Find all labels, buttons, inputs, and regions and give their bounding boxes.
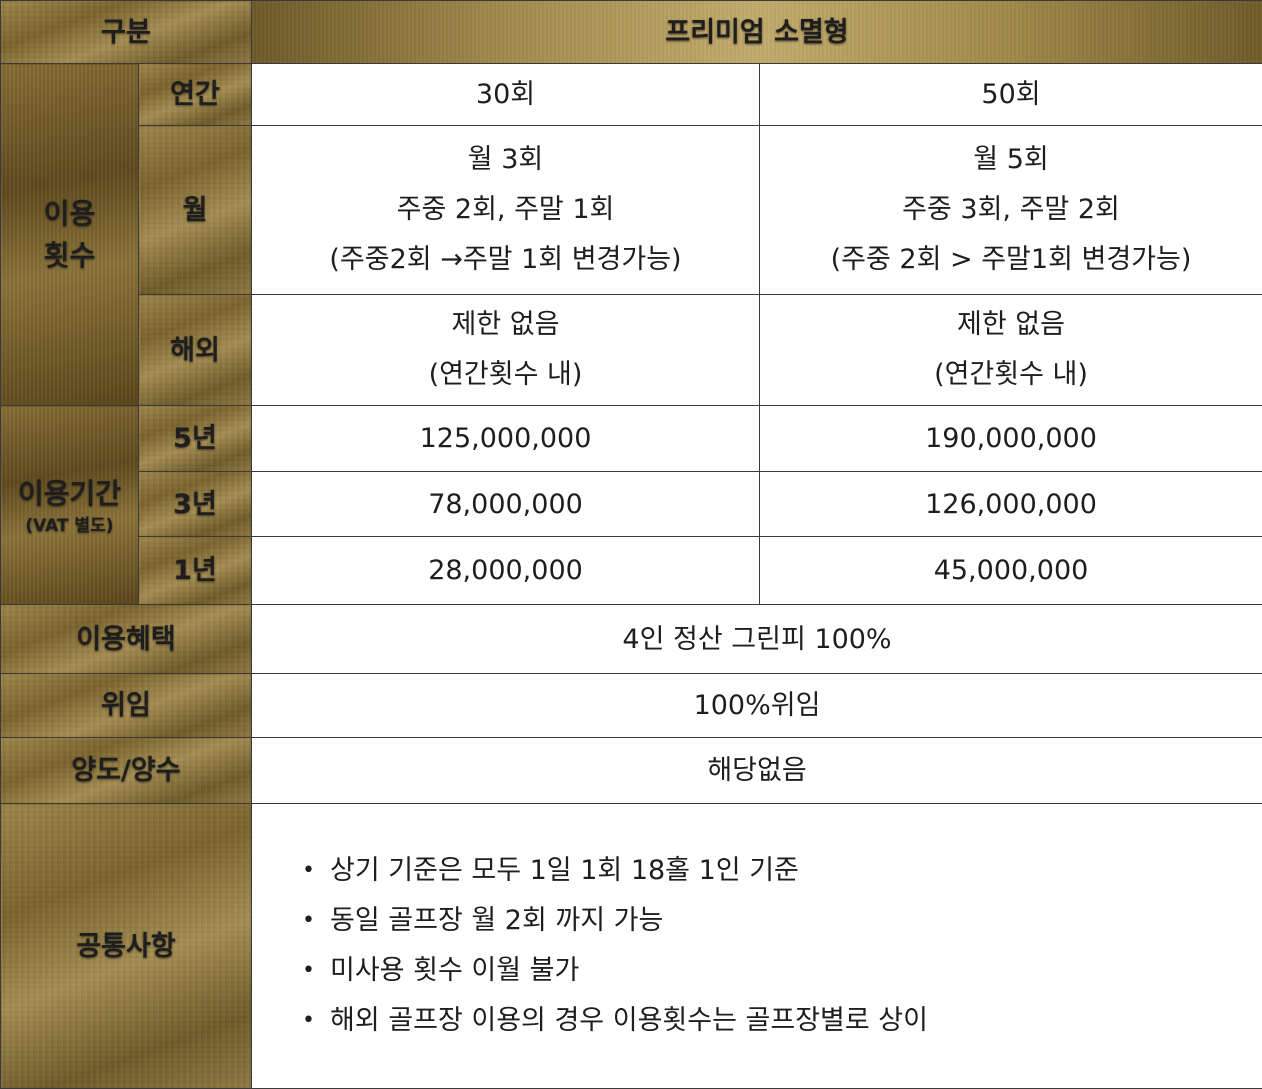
overseas-row: 해외 제한 없음 (연간횟수 내) 제한 없음 (연간횟수 내) bbox=[1, 295, 1262, 406]
price-5y-plan1: 125,000,000 bbox=[252, 406, 760, 472]
period-row-1y: 1년 28,000,000 45,000,000 bbox=[1, 537, 1262, 605]
usage-count-label: 이용 횟수 bbox=[1, 64, 139, 406]
period-label-5y: 5년 bbox=[139, 406, 252, 472]
delegation-value: 100%위임 bbox=[252, 674, 1262, 738]
common-note-item: •상기 기준은 모두 1일 1회 18홀 1인 기준 bbox=[330, 846, 1262, 896]
common-notes-list: •상기 기준은 모두 1일 1회 18홀 1인 기준 •동일 골프장 월 2회 … bbox=[252, 846, 1262, 1046]
delegation-row: 위임 100%위임 bbox=[1, 674, 1262, 738]
period-label-3y: 3년 bbox=[139, 472, 252, 537]
plan-header: 프리미엄 소멸형 bbox=[252, 1, 1262, 64]
price-5y-plan2: 190,000,000 bbox=[760, 406, 1262, 472]
common-note-text: 해외 골프장 이용의 경우 이용횟수는 골프장별로 상이 bbox=[330, 1005, 928, 1036]
common-label: 공통사항 bbox=[1, 804, 252, 1089]
benefits-value: 4인 정산 그린피 100% bbox=[252, 605, 1262, 674]
common-notes-cell: •상기 기준은 모두 1일 1회 18홀 1인 기준 •동일 골프장 월 2회 … bbox=[252, 804, 1262, 1089]
usage-period-vat: (VAT 별도) bbox=[1, 515, 138, 537]
common-note-text: 상기 기준은 모두 1일 1회 18홀 1인 기준 bbox=[330, 855, 799, 886]
transfer-value: 해당없음 bbox=[252, 738, 1262, 804]
monthly-plan2-line3: (주중 2회 > 주말1회 변경가능) bbox=[760, 235, 1262, 285]
common-note-item: •동일 골프장 월 2회 까지 가능 bbox=[330, 896, 1262, 946]
common-row: 공통사항 •상기 기준은 모두 1일 1회 18홀 1인 기준 •동일 골프장 … bbox=[1, 804, 1262, 1089]
monthly-plan1-line3: (주중2회 →주말 1회 변경가능) bbox=[252, 235, 759, 285]
transfer-label: 양도/양수 bbox=[1, 738, 252, 804]
monthly-value-plan2: 월 5회 주중 3회, 주말 2회 (주중 2회 > 주말1회 변경가능) bbox=[760, 126, 1262, 295]
usage-count-label-line2: 횟수 bbox=[1, 235, 138, 277]
period-label-1y: 1년 bbox=[139, 537, 252, 605]
monthly-value-plan1: 월 3회 주중 2회, 주말 1회 (주중2회 →주말 1회 변경가능) bbox=[252, 126, 760, 295]
price-3y-plan2: 126,000,000 bbox=[760, 472, 1262, 537]
overseas-plan1-line2: (연간횟수 내) bbox=[252, 350, 759, 400]
common-note-text: 미사용 횟수 이월 불가 bbox=[330, 955, 579, 986]
annual-row: 이용 횟수 연간 30회 50회 bbox=[1, 64, 1262, 126]
monthly-plan1-line1: 월 3회 bbox=[252, 135, 759, 185]
overseas-plan1-line1: 제한 없음 bbox=[252, 300, 759, 350]
overseas-value-plan1: 제한 없음 (연간횟수 내) bbox=[252, 295, 760, 406]
benefits-label: 이용혜택 bbox=[1, 605, 252, 674]
usage-period-label: 이용기간 (VAT 별도) bbox=[1, 406, 139, 605]
header-row: 구분 프리미엄 소멸형 bbox=[1, 1, 1262, 64]
transfer-row: 양도/양수 해당없음 bbox=[1, 738, 1262, 804]
bullet-icon: • bbox=[302, 996, 315, 1046]
monthly-plan2-line1: 월 5회 bbox=[760, 135, 1262, 185]
category-header: 구분 bbox=[1, 1, 252, 64]
monthly-plan2-line2: 주중 3회, 주말 2회 bbox=[760, 185, 1262, 235]
overseas-plan2-line2: (연간횟수 내) bbox=[760, 350, 1262, 400]
period-row-5y: 이용기간 (VAT 별도) 5년 125,000,000 190,000,000 bbox=[1, 406, 1262, 472]
price-1y-plan2: 45,000,000 bbox=[760, 537, 1262, 605]
annual-value-plan1: 30회 bbox=[252, 64, 760, 126]
price-1y-plan1: 28,000,000 bbox=[252, 537, 760, 605]
annual-label: 연간 bbox=[139, 64, 252, 126]
monthly-label: 월 bbox=[139, 126, 252, 295]
common-note-item: •해외 골프장 이용의 경우 이용횟수는 골프장별로 상이 bbox=[330, 996, 1262, 1046]
common-note-item: •미사용 횟수 이월 불가 bbox=[330, 946, 1262, 996]
overseas-value-plan2: 제한 없음 (연간횟수 내) bbox=[760, 295, 1262, 406]
overseas-label: 해외 bbox=[139, 295, 252, 406]
bullet-icon: • bbox=[302, 946, 315, 996]
period-row-3y: 3년 78,000,000 126,000,000 bbox=[1, 472, 1262, 537]
annual-value-plan2: 50회 bbox=[760, 64, 1262, 126]
price-3y-plan1: 78,000,000 bbox=[252, 472, 760, 537]
usage-period-title: 이용기간 bbox=[1, 473, 138, 515]
monthly-row: 월 월 3회 주중 2회, 주말 1회 (주중2회 →주말 1회 변경가능) 월… bbox=[1, 126, 1262, 295]
common-note-text: 동일 골프장 월 2회 까지 가능 bbox=[330, 905, 663, 936]
monthly-plan1-line2: 주중 2회, 주말 1회 bbox=[252, 185, 759, 235]
overseas-plan2-line1: 제한 없음 bbox=[760, 300, 1262, 350]
benefits-row: 이용혜택 4인 정산 그린피 100% bbox=[1, 605, 1262, 674]
delegation-label: 위임 bbox=[1, 674, 252, 738]
bullet-icon: • bbox=[302, 896, 315, 946]
usage-count-label-line1: 이용 bbox=[1, 193, 138, 235]
bullet-icon: • bbox=[302, 846, 315, 896]
